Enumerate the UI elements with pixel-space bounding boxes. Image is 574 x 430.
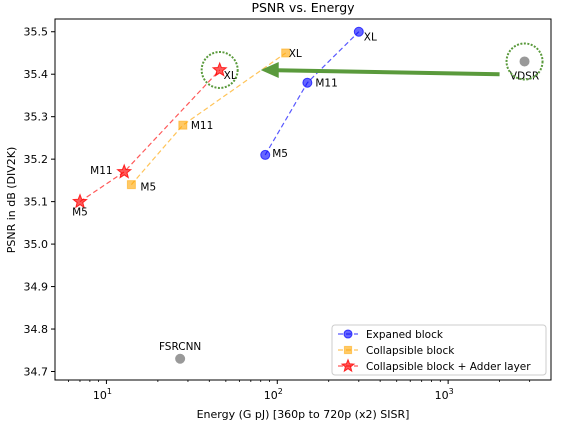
- x-tick-exponent: 3: [449, 387, 454, 396]
- data-point: [211, 61, 228, 77]
- series-line: [264, 31, 360, 156]
- reference-label: VDSR: [510, 70, 539, 82]
- point-label: XL: [224, 70, 237, 82]
- data-point: [302, 77, 313, 88]
- x-tick-base: 10: [435, 389, 449, 402]
- y-tick-label: 34.8: [24, 323, 49, 336]
- y-tick-label: 35.3: [24, 111, 49, 124]
- data-point: [353, 26, 364, 37]
- y-tick-label: 35.0: [24, 238, 49, 251]
- series-line: [79, 69, 221, 203]
- x-tick-label: 102: [264, 387, 283, 402]
- x-tick-base: 10: [264, 389, 278, 402]
- series-line: [130, 52, 287, 185]
- data-point: [116, 163, 133, 179]
- axes-frame: [54, 18, 552, 381]
- improvement-arrow-head: [260, 61, 279, 78]
- x-tick-exponent: 2: [278, 387, 283, 396]
- point-label: M5: [272, 148, 288, 160]
- x-tick-label: 101: [93, 387, 112, 402]
- data-point: [71, 193, 88, 209]
- point-label: XL: [289, 48, 302, 60]
- y-tick-label: 35.2: [24, 153, 49, 166]
- legend-marker: [340, 358, 356, 373]
- y-tick-label: 35.1: [24, 196, 49, 209]
- data-point: [281, 48, 291, 58]
- data-point: [178, 120, 188, 130]
- highlight-circle: [505, 42, 544, 81]
- point-label: M11: [315, 78, 337, 90]
- x-tick-label: 103: [435, 387, 454, 402]
- point-label: M11: [90, 165, 112, 177]
- point-label: XL: [364, 32, 377, 44]
- point-label: M11: [191, 120, 213, 132]
- reference-label: FSRCNN: [159, 341, 201, 353]
- chart-title: PSNR vs. Energy: [251, 0, 355, 15]
- data-point: [126, 180, 136, 190]
- x-tick-exponent: 1: [107, 387, 112, 396]
- reference-point: [175, 353, 186, 364]
- improvement-arrow-shaft: [276, 68, 500, 77]
- legend-label: Expaned block: [366, 329, 444, 341]
- legend: Expaned block Collapsible block Collapsibl…: [331, 324, 547, 376]
- y-tick-label: 35.4: [24, 68, 49, 81]
- y-tick-label: 34.7: [24, 366, 49, 379]
- y-axis-label: PSNR in dB (DIV2K): [5, 147, 18, 254]
- legend-marker: [343, 329, 353, 339]
- legend-marker: [343, 345, 353, 355]
- reference-point: [519, 56, 530, 67]
- highlight-circle: [200, 50, 239, 89]
- point-label: M5: [72, 207, 88, 219]
- y-tick-label: 34.9: [24, 281, 49, 294]
- point-label: M5: [140, 182, 156, 194]
- x-tick-base: 10: [93, 389, 107, 402]
- legend-label: Collapsible block + Adder layer: [366, 361, 531, 373]
- legend-label: Collapsible block: [366, 345, 455, 357]
- y-tick-label: 35.5: [24, 26, 49, 39]
- data-point: [260, 149, 271, 160]
- legend-box: [331, 324, 547, 376]
- x-axis-label: Energy (G pJ) [360p to 720p (x2) SISR]: [197, 408, 410, 421]
